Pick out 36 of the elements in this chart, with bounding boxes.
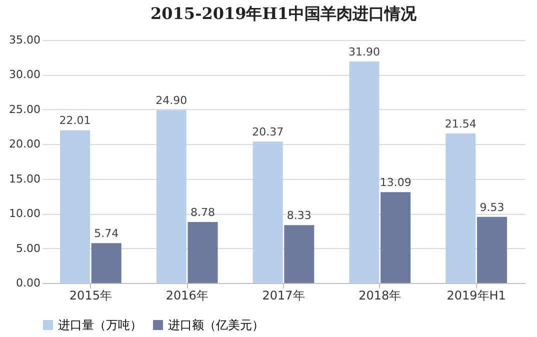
bar: [156, 110, 186, 283]
data-label: 8.33: [286, 209, 312, 222]
y-tick-label: 15.00: [9, 172, 40, 186]
bar: [284, 225, 314, 283]
data-label: 24.90: [156, 94, 188, 108]
x-tick-label: 2017年: [262, 288, 305, 302]
data-label: 21.54: [444, 117, 476, 130]
x-tick-label: 2016年: [166, 288, 208, 302]
y-tick-label: 20.00: [9, 138, 40, 151]
bar: [60, 130, 90, 283]
y-tick-label: 35.00: [9, 34, 40, 46]
bar: [91, 243, 122, 283]
x-tick-label: 2015年: [69, 288, 112, 302]
y-tick-label: 5.00: [16, 242, 40, 255]
chart-title: 2015-2019年H1中国羊肉进口情况: [150, 4, 418, 23]
data-label: 31.90: [348, 46, 380, 59]
bar: [349, 62, 380, 283]
y-tick-label: 25.00: [9, 102, 40, 116]
data-label: 13.09: [380, 176, 412, 190]
bar: [476, 216, 507, 283]
legend-label: 进口额（亿美元）: [168, 318, 264, 332]
y-tick-label: 30.00: [9, 68, 40, 82]
y-tick-label: 10.00: [9, 207, 40, 220]
bar: [252, 142, 283, 283]
bar: [380, 192, 411, 283]
x-tick-label: 2019年H1: [446, 288, 506, 302]
data-label: 9.53: [480, 200, 504, 214]
data-label: 5.74: [94, 227, 119, 240]
data-label: 22.01: [59, 114, 91, 128]
data-label: 8.78: [190, 206, 216, 220]
x-tick-label: 2018年: [358, 288, 402, 302]
y-tick-label: 0.00: [16, 276, 40, 290]
data-label: 20.37: [252, 126, 284, 139]
bar: [446, 133, 476, 283]
bar: [188, 222, 218, 283]
legend-label: 进口量（万吨）: [58, 318, 142, 332]
